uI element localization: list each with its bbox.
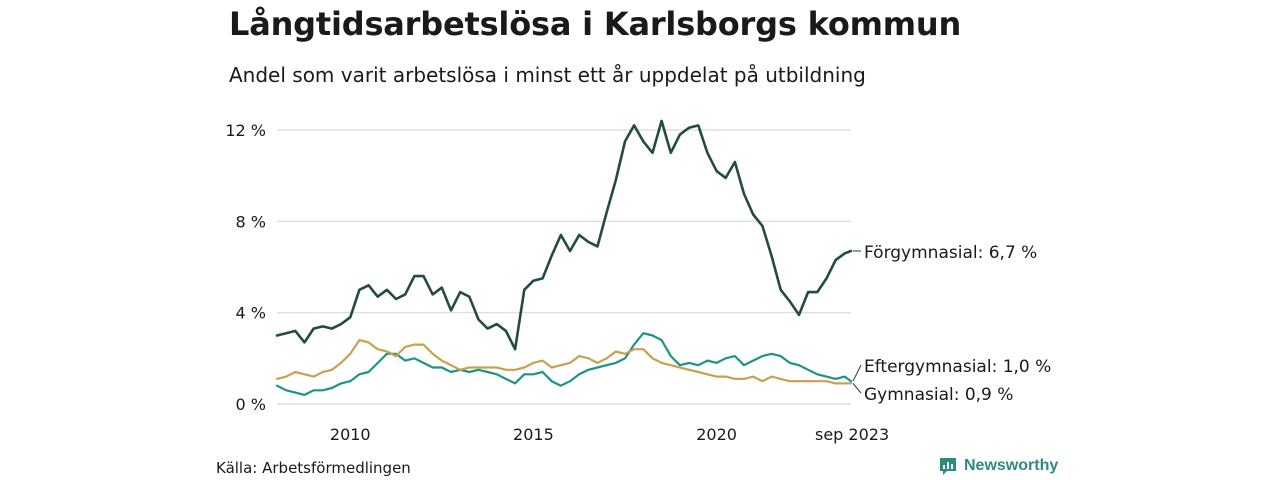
x-tick-label: sep 2023 — [815, 425, 889, 444]
chart-subtitle: Andel som varit arbetslösa i minst ett å… — [229, 63, 866, 87]
x-axis-tick-labels: 2010 2015 2020 sep 2023 — [330, 425, 889, 444]
end-label-gymnasial: Gymnasial: 0,9 % — [864, 385, 1013, 405]
x-tick-label: 2010 — [330, 425, 371, 444]
newsworthy-logo-icon — [940, 458, 956, 475]
brand-name: Newsworthy — [964, 457, 1059, 474]
chart-title: Långtidsarbetslösa i Karlsborgs kommun — [229, 5, 962, 43]
series-lines — [275, 119, 853, 396]
series-end-labels: Förgymnasial: 6,7 % Eftergymnasial: 1,0 %… — [852, 243, 1051, 405]
label-leader — [852, 364, 862, 382]
x-tick-label: 2015 — [513, 425, 554, 444]
y-tick-label: 8 % — [236, 212, 266, 231]
y-tick-label: 0 % — [236, 395, 266, 414]
series-line-gymnasial — [275, 339, 853, 385]
series-line-eftergymnasial — [275, 332, 853, 396]
source-note: Källa: Arbetsförmedlingen — [216, 459, 411, 477]
end-label-forgymnasial: Förgymnasial: 6,7 % — [864, 243, 1037, 263]
y-axis-tick-labels: 0 % 4 % 8 % 12 % — [225, 121, 266, 414]
gridlines — [277, 129, 851, 405]
x-tick-label: 2020 — [696, 425, 737, 444]
series-line-forgymnasial — [275, 119, 853, 351]
y-tick-label: 12 % — [225, 121, 266, 140]
y-tick-label: 4 % — [236, 304, 266, 323]
brand-logo[interactable]: Newsworthy — [938, 456, 1058, 476]
label-leader — [852, 383, 862, 394]
end-label-eftergymnasial: Eftergymnasial: 1,0 % — [864, 357, 1051, 377]
